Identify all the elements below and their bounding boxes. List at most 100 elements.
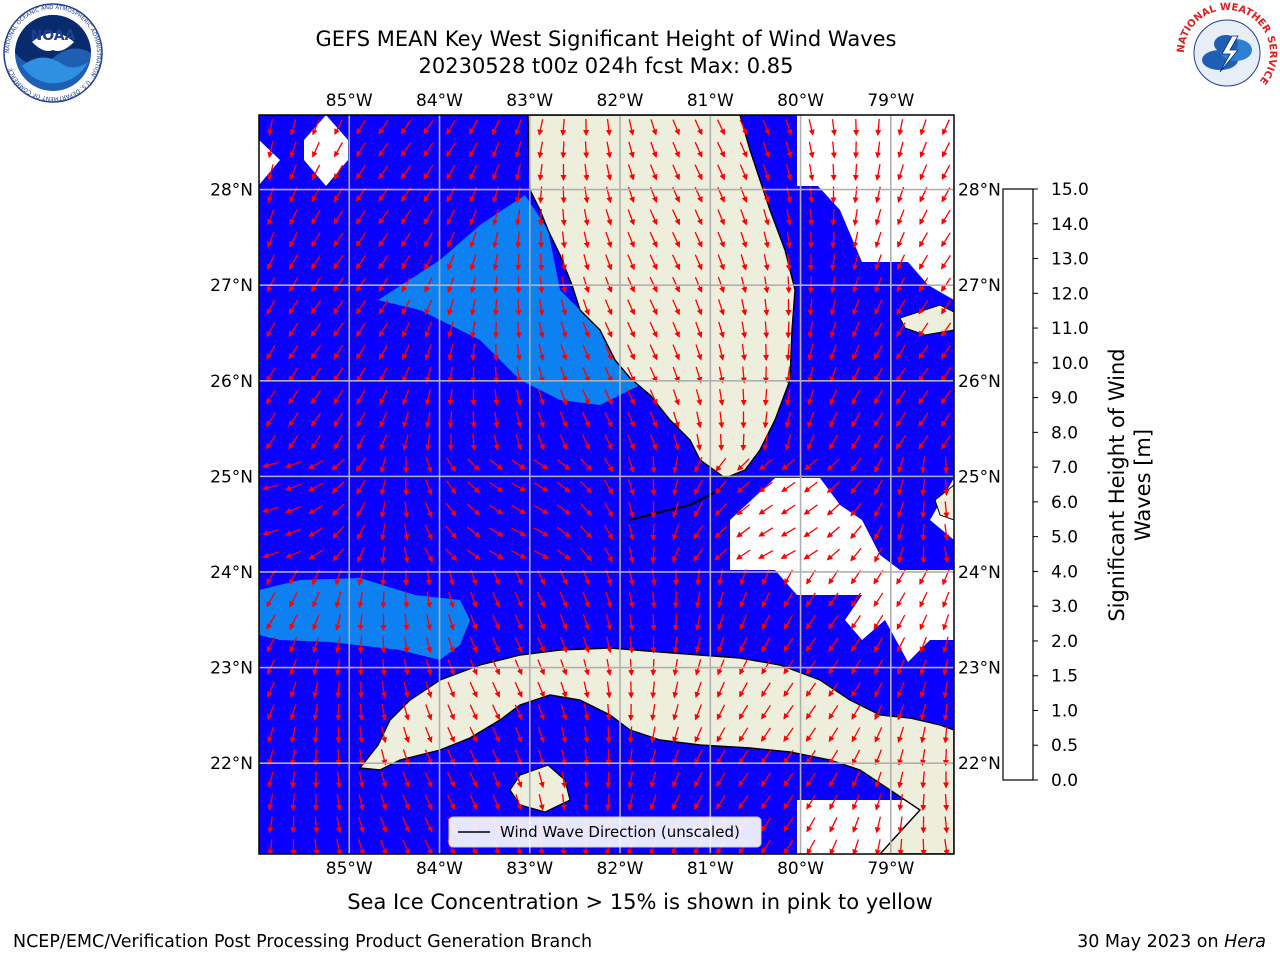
wave-direction-arrow [312,591,320,608]
wave-direction-arrow [672,209,681,226]
wave-direction-arrow [289,614,298,631]
wave-direction-arrow [515,344,522,361]
wave-direction-arrow [424,547,433,563]
wave-direction-arrow [942,726,949,744]
wave-direction-arrow [874,839,881,854]
wave-direction-arrow [358,726,365,744]
wave-direction-arrow [649,749,657,766]
wave-direction-arrow [605,254,613,271]
wave-direction-arrow [649,389,658,406]
wave-direction-arrow [266,614,276,630]
wave-direction-arrow [627,299,635,316]
wave-direction-arrow [356,367,366,383]
wave-direction-arrow [920,838,927,854]
wave-direction-arrow [805,705,817,720]
wave-direction-arrow [850,480,862,495]
wave-direction-arrow [582,614,590,631]
wave-direction-arrow [920,793,927,811]
wave-direction-arrow [308,527,324,537]
wave-direction-arrow [312,119,320,136]
wave-direction-arrow [401,254,411,270]
wave-direction-arrow [403,501,410,519]
wave-direction-arrow [560,141,567,159]
wave-direction-arrow [918,345,929,360]
wave-direction-arrow [538,794,545,811]
wave-direction-arrow [533,459,549,470]
wave-direction-arrow [560,366,568,383]
wave-direction-arrow [560,118,567,136]
wave-direction-arrow [874,771,882,789]
wave-direction-arrow [492,794,500,811]
lon-ticks-bottom: 85°W 84°W 83°W 82°W 81°W 80°W 79°W [326,859,915,879]
lat-tick-label: 23°N [958,659,1001,679]
wave-direction-arrow [897,479,904,496]
wave-direction-arrow [448,591,455,609]
wave-direction-arrow [803,504,818,515]
wave-direction-arrow [918,299,929,315]
wave-direction-arrow [380,523,386,541]
wave-direction-arrow [781,481,796,493]
wave-direction-arrow [290,771,297,789]
lat-tick-label: 23°N [210,659,253,679]
wave-direction-arrow [312,748,319,766]
wave-direction-arrow [762,388,769,406]
wave-direction-arrow [493,366,500,384]
wave-direction-arrow [423,164,434,180]
wave-direction-arrow [760,772,772,787]
wave-direction-arrow [717,254,725,271]
colorbar-tick-label: 9.0 [1051,389,1078,409]
wave-direction-arrow [897,501,904,519]
wave-direction-arrow [336,839,343,854]
wave-direction-arrow [738,727,749,743]
wave-direction-arrow [672,524,680,541]
lat-tick-label: 26°N [210,372,253,392]
wave-direction-arrow [804,458,818,471]
wave-direction-arrow [874,547,883,563]
wave-direction-arrow [537,434,545,451]
wave-direction-arrow [695,591,702,609]
wave-direction-arrow [695,389,703,406]
wave-direction-arrow [313,816,320,834]
wave-direction-arrow [940,300,952,315]
wave-direction-arrow [919,636,928,653]
wave-direction-arrow [537,389,545,406]
wave-direction-arrow [786,208,792,226]
wave-direction-arrow [897,681,905,698]
wave-direction-arrow [511,527,527,537]
map-area [259,115,954,854]
wave-direction-arrow [718,433,725,451]
wave-direction-arrow [874,254,882,271]
wave-direction-arrow [649,299,658,316]
lat-tick-label: 22°N [210,754,253,774]
wave-band-mid [259,578,470,660]
wave-direction-arrow [761,682,771,698]
wave-direction-arrow [806,772,816,788]
wave-direction-arrow [807,344,814,361]
wave-direction-arrow [266,637,276,653]
footer-date-text: 30 May 2023 on [1077,932,1225,952]
wave-direction-arrow [874,682,883,698]
wave-direction-arrow [826,548,841,561]
wave-direction-arrow [717,681,725,698]
wave-direction-arrow [851,682,861,698]
wave-direction-arrow [758,527,774,537]
wave-direction-arrow [401,232,411,248]
wave-direction-arrow [267,254,275,271]
wave-direction-arrow [829,389,838,406]
wave-direction-arrow [580,503,593,517]
wave-direction-arrow [492,231,499,249]
wave-direction-arrow [826,481,840,494]
wave-direction-arrow [763,209,770,226]
wave-direction-arrow [918,435,929,450]
wave-direction-arrow [803,526,818,538]
wave-direction-arrow [266,367,276,383]
wave-direction-arrow [919,141,927,158]
wave-direction-arrow [808,141,815,159]
wave-direction-arrow [469,298,476,316]
wave-direction-arrow [850,502,862,517]
wave-direction-arrow [672,726,680,744]
wave-direction-arrow [605,703,612,721]
wave-direction-arrow [627,231,635,248]
wave-direction-arrow [851,637,861,653]
wave-direction-arrow [378,120,389,135]
